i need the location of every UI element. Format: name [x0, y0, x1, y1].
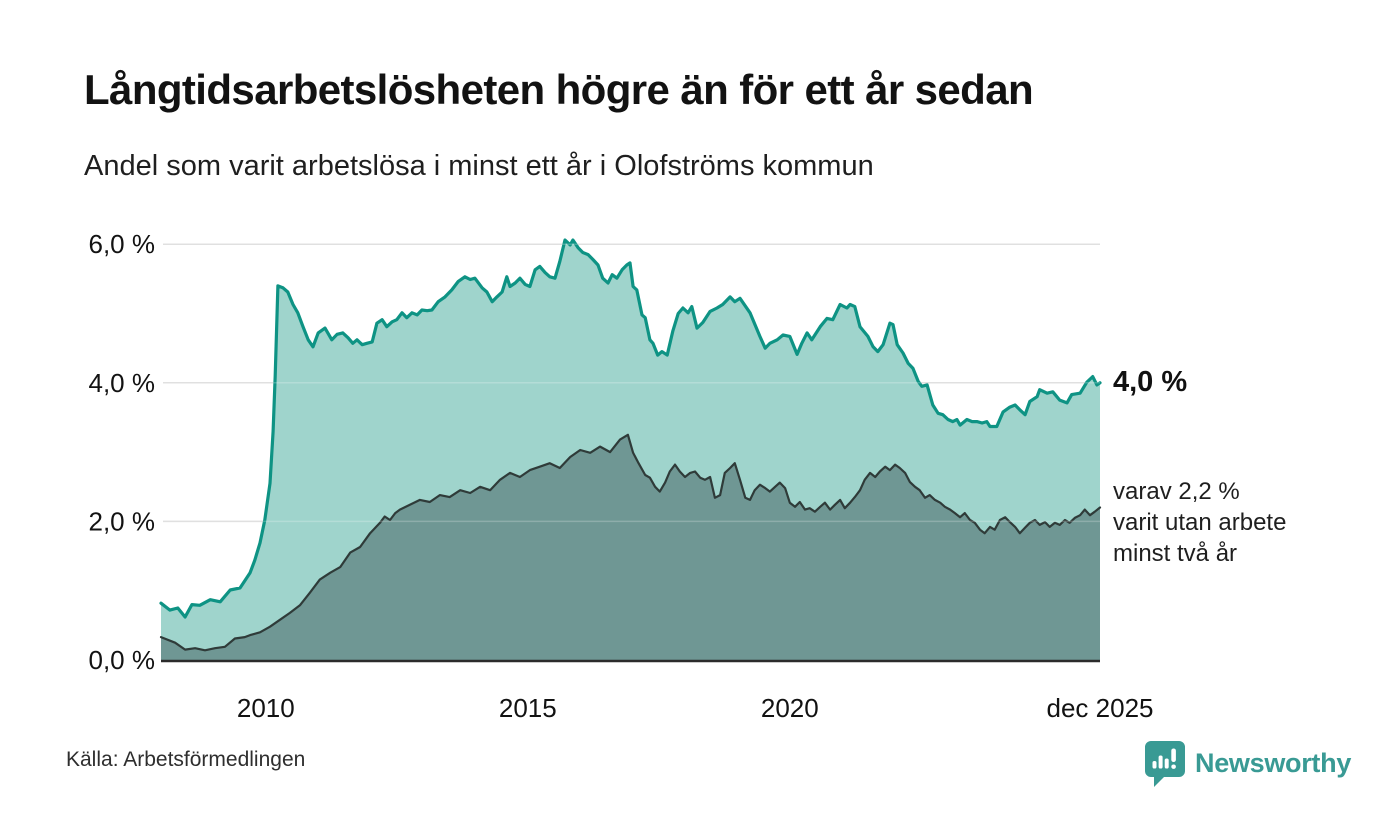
x-tick-label: 2010 [237, 693, 295, 723]
series-line-one-year [159, 238, 1102, 619]
newsworthy-wordmark: Newsworthy [1195, 748, 1352, 778]
latest-value-label: 4,0 % [1113, 366, 1188, 398]
newsworthy-icon [1145, 741, 1185, 787]
series-line-two-years [159, 433, 1102, 652]
x-tick-label: 2015 [499, 693, 557, 723]
y-tick-label: 4,0 % [89, 368, 156, 398]
series-area-two-years [161, 434, 1100, 660]
y-tick-label: 0,0 % [89, 645, 156, 675]
source-note: Källa: Arbetsförmedlingen [66, 748, 306, 771]
secondary-series-annotation: varav 2,2 % varit utan arbete minst två … [1113, 478, 1287, 567]
x-tick-label: 2020 [761, 693, 819, 723]
newsworthy-logo: Newsworthy [1144, 740, 1351, 787]
page-title: Långtidsarbetslösheten högre än för ett … [84, 66, 1034, 113]
page-subtitle: Andel som varit arbetslösa i minst ett å… [84, 150, 874, 182]
area-chart: 0,0 % 2,0 % 4,0 % 6,0 % 2010 2015 2020 dec 2025 [89, 229, 1154, 723]
y-tick-label: 2,0 % [89, 506, 156, 536]
y-tick-label: 6,0 % [89, 229, 156, 259]
x-tick-label: dec 2025 [1047, 693, 1154, 723]
